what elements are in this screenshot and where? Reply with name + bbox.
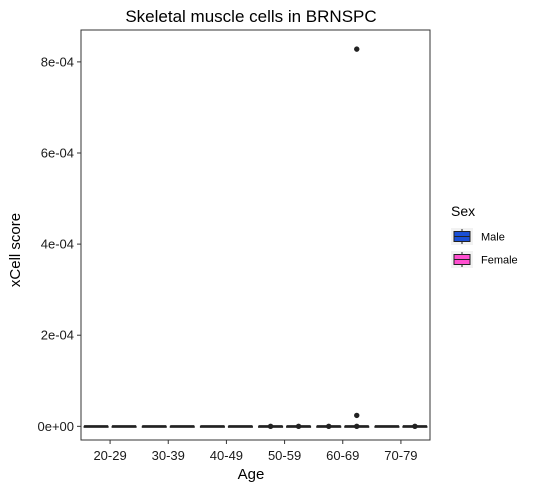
y-tick-label: 8e-04 xyxy=(41,54,74,69)
legend-label: Female xyxy=(481,255,518,267)
outlier-point xyxy=(354,412,360,419)
box-marks xyxy=(83,46,428,430)
y-axis-title: xCell score xyxy=(7,213,24,287)
y-tick-label: 6e-04 xyxy=(41,146,74,161)
y-tick-label: 2e-04 xyxy=(41,328,74,343)
x-tick-label: 60-69 xyxy=(326,448,359,463)
outlier-point xyxy=(326,423,332,430)
outlier-point xyxy=(354,46,360,52)
outlier-point xyxy=(295,423,302,430)
y-axis: 0e+00 2e-04 4e-04 6e-04 8e-04 xyxy=(37,54,81,434)
legend-title: Sex xyxy=(451,203,475,219)
outlier-point xyxy=(412,423,418,430)
x-tick-label: 50-59 xyxy=(268,448,301,463)
x-tick-label: 70-79 xyxy=(384,448,417,463)
chart-title: Skeletal muscle cells in BRNSPC xyxy=(125,7,376,26)
y-tick-label: 0e+00 xyxy=(37,419,74,434)
x-tick-label: 30-39 xyxy=(152,448,185,463)
x-tick-label: 40-49 xyxy=(210,448,243,463)
y-tick-label: 4e-04 xyxy=(41,237,74,252)
outlier-point xyxy=(354,423,360,430)
x-tick-label: 20-29 xyxy=(93,448,126,463)
legend: Sex Male Female xyxy=(451,203,518,268)
legend-label: Male xyxy=(481,232,505,244)
x-axis-title: Age xyxy=(238,466,265,483)
outlier-point xyxy=(267,423,274,430)
plot-panel xyxy=(80,29,431,441)
x-axis: 20-29 30-39 40-49 50-59 60-69 70-79 xyxy=(93,440,418,463)
